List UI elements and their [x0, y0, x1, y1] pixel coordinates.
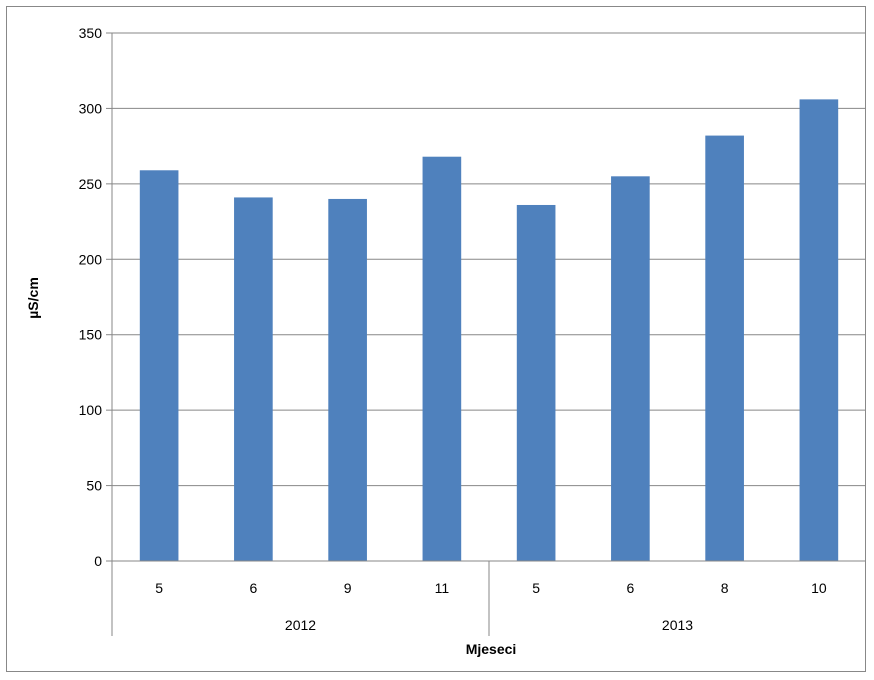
x-tick-label: 6 [249, 580, 257, 596]
y-tick-labels: 0 50 100 150 200 250 300 350 [79, 25, 103, 569]
bar [611, 176, 650, 562]
x-tick-label: 5 [155, 580, 163, 596]
x-tick-label: 6 [626, 580, 634, 596]
bar [328, 198, 367, 561]
bar [139, 170, 179, 561]
y-tick-label: 100 [79, 402, 103, 418]
y-tick-label: 150 [79, 327, 103, 343]
y-tick-label: 300 [79, 100, 103, 116]
x-tick-label: 9 [344, 580, 352, 596]
x-tick-label: 10 [811, 580, 827, 596]
y-tick-label: 350 [79, 25, 103, 41]
x-group-label: 2013 [662, 617, 693, 633]
bar [799, 99, 839, 562]
x-tick-labels: 5 6 9 11 5 6 8 10 [155, 580, 827, 596]
y-tick-label: 50 [86, 478, 102, 494]
x-group-labels: 2012 2013 [285, 617, 693, 633]
bar [516, 204, 556, 561]
bars [139, 99, 839, 562]
gridlines [106, 32, 866, 562]
y-tick-label: 0 [94, 553, 102, 569]
bar [422, 156, 462, 561]
bar [705, 135, 744, 561]
x-axis-title: Mjeseci [466, 641, 517, 657]
y-tick-label: 200 [79, 251, 103, 267]
y-axis-title: µS/cm [25, 277, 41, 319]
x-tick-label: 5 [532, 580, 540, 596]
x-tick-label: 8 [721, 580, 729, 596]
x-group-label: 2012 [285, 617, 316, 633]
x-tick-label: 11 [435, 580, 450, 596]
bar [234, 197, 273, 562]
axes [111, 33, 866, 636]
y-tick-label: 250 [79, 176, 103, 192]
